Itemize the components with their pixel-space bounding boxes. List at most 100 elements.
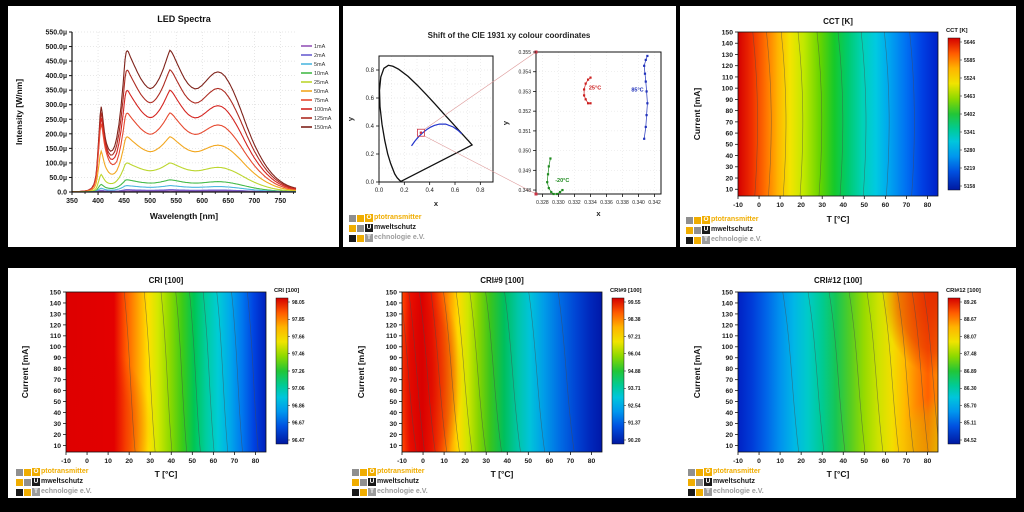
x-tick-label: 10 <box>440 458 448 465</box>
y-tick-label: 150 <box>50 289 62 296</box>
logo-text: echnologie e.V. <box>377 488 428 495</box>
panel-cct: 10 20 30 40 50 60 70 80 90 100 110 120 130 140 150 -10 0… <box>680 6 1016 247</box>
y-tick-label: 70 <box>53 377 61 384</box>
logo-text: echnologie e.V. <box>711 236 762 243</box>
x-tick-label: 50 <box>861 202 869 209</box>
logo-square <box>16 478 23 486</box>
contour <box>202 292 215 452</box>
y-tick-label: 0.353 <box>518 89 531 95</box>
y-tick-label: 80 <box>389 366 397 373</box>
contour <box>430 292 448 452</box>
x-tick-label: 10 <box>104 458 112 465</box>
zoom-corner-marker <box>534 192 538 196</box>
contour-lines <box>123 292 259 452</box>
panel-led-spectra: 0.0 50.0µ 100.0µ 150.0µ 200.0µ 250.0µ 300.0µ 35… <box>8 6 339 247</box>
panel-bottom-row: 10 20 30 40 50 60 70 80 90 100 110 120 130 140 150 -10 0… <box>8 268 1016 498</box>
cluster-point <box>645 114 648 117</box>
x-tick-label: 650 <box>222 198 234 205</box>
logo-square <box>360 488 367 496</box>
colorbar-tick-label: 88.07 <box>964 334 977 340</box>
legend-label: 25mA <box>314 80 329 86</box>
logo-text: ptotransmitter <box>713 468 761 475</box>
zoom-box-marker <box>417 128 425 137</box>
heatmap-surface <box>738 32 938 196</box>
y-tick-label: 30 <box>389 421 397 428</box>
colorbar-tick-label: 89.26 <box>964 300 977 306</box>
contour <box>807 292 825 452</box>
heatmap-overlay <box>402 292 462 452</box>
operating-point-marker <box>419 131 423 134</box>
x-tick-label: 0.2 <box>400 188 409 194</box>
legend-label: 100mA <box>314 107 332 113</box>
y-tick-label: 70 <box>725 377 733 384</box>
colorbar-tick-label: 98.38 <box>628 317 641 323</box>
y-tick-label: 90 <box>725 97 733 104</box>
contour <box>175 292 188 452</box>
cluster-point <box>546 173 550 176</box>
y-tick-label: 40 <box>725 410 733 417</box>
y-tick-label: 130 <box>50 311 62 318</box>
x-axis-label: T [°C] <box>155 469 178 479</box>
y-tick-label: 0.0 <box>57 190 67 197</box>
chart-title: LED Spectra <box>157 14 212 24</box>
y-tick-label: 110 <box>386 333 397 340</box>
y-tick-label: 200.0µ <box>45 131 67 138</box>
logo-letter: O <box>365 214 373 222</box>
x-tick-label: 0.336 <box>600 200 613 206</box>
y-tick-label: 80 <box>725 108 733 115</box>
x-tick-label: 0 <box>757 202 761 209</box>
y-tick-label: 80 <box>725 366 733 373</box>
x-tick-label: 550 <box>170 198 182 205</box>
cluster-point <box>584 98 587 101</box>
logo-text: echnologie e.V. <box>41 488 92 495</box>
x-tick-label: 0.332 <box>568 200 581 206</box>
y-tick-label: 350.0µ <box>45 88 67 95</box>
cluster-point <box>582 88 586 91</box>
x-tick-label: 0.0 <box>375 188 384 194</box>
x-axis-label: T [°C] <box>827 214 850 224</box>
logo-square <box>352 488 359 496</box>
y-axis-label: Intensity [W/nm] <box>14 79 24 145</box>
y-tick-label: 140 <box>722 41 734 48</box>
y-tick-label: 10 <box>389 443 397 450</box>
zoom-leader-line <box>423 135 537 195</box>
plot-frame <box>737 291 939 453</box>
colorbar-gradient <box>947 37 961 191</box>
cluster-point <box>549 157 552 160</box>
cluster-point <box>547 165 550 168</box>
y-tick-label: 10 <box>725 443 733 450</box>
logo-square <box>688 468 695 476</box>
cluster-point <box>555 192 558 196</box>
y-tick-label: 0.351 <box>518 129 531 135</box>
y-tick-label: 0.4 <box>366 124 375 130</box>
x-tick-label: 0.340 <box>632 200 645 206</box>
x-tick-label: -10 <box>61 458 71 465</box>
x-tick-label: 60 <box>882 458 890 465</box>
legend-label: 50mA <box>314 89 329 95</box>
y-tick-label: 150 <box>386 289 398 296</box>
y-tick-label: 0.354 <box>518 70 531 76</box>
logo-square <box>688 478 695 486</box>
x-axis-label: x <box>434 199 439 208</box>
contour <box>143 292 156 452</box>
colorbar-tick-label: 5158 <box>964 184 975 190</box>
y-tick-label: 20 <box>725 432 733 439</box>
zoom-leader-line <box>423 51 537 130</box>
heatmap-overlay <box>898 396 938 452</box>
contour <box>485 292 502 452</box>
y-tick-label: 110 <box>722 333 733 340</box>
planckian-locus <box>411 123 463 147</box>
x-tick-label: 80 <box>924 458 932 465</box>
plot-frame <box>737 31 939 197</box>
y-tick-label: 70 <box>389 377 397 384</box>
cluster-label: -20°C <box>555 178 569 184</box>
cluster-point <box>643 72 647 75</box>
chart-title: CCT [K] <box>823 17 853 26</box>
contour <box>402 302 417 452</box>
logo-letter: T <box>704 488 712 496</box>
